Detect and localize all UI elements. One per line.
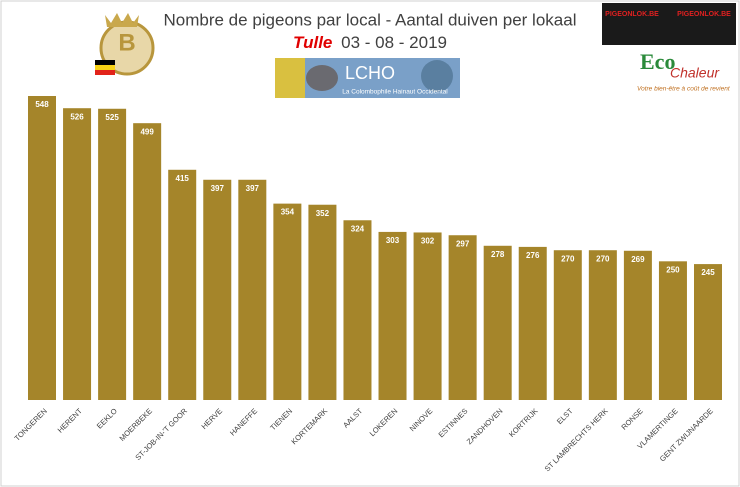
pigeonlok-text: PIGEONLOK.BE: [605, 11, 659, 18]
value-label: 250: [666, 265, 680, 274]
pigeonlok-text: PIGEONLOK.BE: [677, 11, 731, 18]
bar: [273, 203, 302, 400]
bar: [343, 220, 372, 400]
bar: [308, 204, 337, 400]
eco-word: Eco: [640, 49, 675, 74]
value-label: 352: [316, 209, 330, 218]
bar: [238, 179, 267, 400]
value-label: 499: [140, 127, 154, 136]
value-label: 415: [176, 174, 190, 183]
value-label: 270: [596, 254, 610, 263]
chart-subtitle: Tulle 03 - 08 - 2019: [293, 33, 447, 52]
bar: [203, 179, 232, 400]
badge-letter: B: [118, 29, 135, 56]
bar: [588, 250, 617, 400]
bar: [623, 250, 652, 400]
eco-logo: Eco Chaleur Votre bien-être à coût de re…: [637, 49, 731, 93]
value-label: 302: [421, 237, 435, 246]
value-label: 397: [246, 184, 260, 193]
lcho-title: LCHO: [345, 63, 395, 83]
bar: [694, 264, 722, 400]
bar: [553, 250, 582, 400]
bar: [518, 246, 547, 400]
subtitle-place: Tulle: [293, 33, 332, 52]
value-label: 276: [526, 251, 540, 260]
bar: [28, 96, 56, 400]
chaleur-word: Chaleur: [670, 65, 720, 81]
badge-logo: B: [95, 13, 155, 76]
value-label: 526: [70, 112, 84, 121]
bar: [168, 169, 197, 400]
value-label: 245: [701, 268, 715, 277]
value-label: 297: [456, 239, 470, 248]
value-label: 269: [631, 255, 645, 264]
pigeonlok-logo: PIGEONLOK.BE PIGEONLOK.BE: [602, 3, 736, 45]
lcho-subtitle: La Colombophile Hainaut Occidental: [342, 89, 448, 96]
value-label: 548: [35, 100, 49, 109]
bar: [413, 232, 442, 400]
eco-tagline: Votre bien-être à coût de revient: [637, 86, 731, 93]
bar: [63, 108, 92, 400]
value-label: 397: [211, 184, 225, 193]
value-label: 354: [281, 208, 295, 217]
bar: [98, 108, 127, 400]
subtitle-date: 03 - 08 - 2019: [341, 33, 447, 52]
bar: [448, 235, 477, 400]
value-label: 270: [561, 254, 575, 263]
bar: [378, 231, 407, 400]
value-label: 324: [351, 224, 365, 233]
lcho-logo: LCHO La Colombophile Hainaut Occidental: [275, 58, 460, 98]
value-label: 525: [105, 113, 119, 122]
bar: [133, 123, 162, 400]
chart-title: Nombre de pigeons par local - Aantal dui…: [164, 10, 577, 29]
value-label: 278: [491, 250, 505, 259]
bar: [658, 261, 687, 400]
value-label: 303: [386, 236, 400, 245]
bar: [483, 245, 512, 400]
